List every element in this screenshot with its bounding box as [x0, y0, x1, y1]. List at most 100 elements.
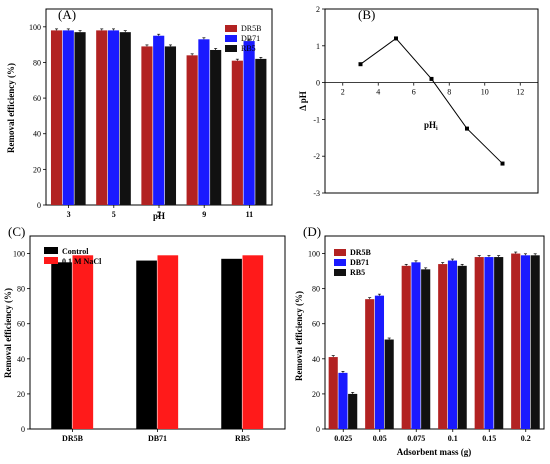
- x-tick-label: 0.025: [334, 434, 352, 443]
- panel-a-ylabel: Removal efficiency (%): [6, 63, 16, 153]
- y-tick-label: 20: [17, 390, 25, 399]
- bar-control-RB5: [221, 258, 242, 429]
- x-tick-label: 9: [202, 210, 206, 219]
- legend-label-dr5b: DR5B: [241, 24, 261, 33]
- x-tick-label: 0.1: [448, 434, 458, 443]
- x-tick-label: 7: [157, 210, 161, 219]
- bar-rb5-3: [74, 32, 86, 205]
- y-tick-label: -3: [313, 189, 320, 198]
- x-tick-label: 4: [376, 88, 380, 97]
- panel-d-label: (D): [303, 224, 321, 239]
- bar-dr5b-9: [186, 55, 198, 206]
- panel-d-xlabel: Adsorbent mass (g): [397, 447, 472, 457]
- panel-a-bars: [50, 28, 267, 206]
- bar-dr5b-0.1: [438, 264, 448, 429]
- panel-b-frame: [324, 8, 539, 194]
- x-tick-label: 0.15: [482, 434, 496, 443]
- bar-control-DB71: [136, 260, 157, 429]
- bar-rb5-0.15: [494, 257, 504, 429]
- y-tick-label: 60: [312, 320, 320, 329]
- panel-b-xlabel-sub: i: [436, 126, 438, 132]
- x-tick-label: 3: [67, 210, 71, 219]
- data-point: [429, 76, 434, 81]
- y-tick-label: 80: [33, 58, 41, 67]
- panel-c-xticks: DR5B DB71 RB5: [62, 429, 250, 443]
- bar-db71-5: [107, 30, 120, 205]
- legend-label-db71: DB71: [241, 34, 260, 43]
- y-tick-label: 80: [17, 285, 25, 294]
- bar-rb5-0.2: [530, 255, 540, 429]
- y-tick-label: -2: [313, 152, 320, 161]
- bar-db71-0.05: [374, 295, 385, 429]
- x-tick-label: 12: [516, 88, 524, 97]
- x-tick-label: 10: [481, 88, 489, 97]
- panel-a: (A) 0 20 40 60 80 100 3 5 7 9 11 pH Removal effic…: [6, 7, 273, 221]
- panel-c-yticks: 0 20 40 60 80 100: [13, 250, 30, 434]
- panel-d-bars: [328, 251, 540, 429]
- data-point: [394, 36, 398, 41]
- bar-rb5-7: [164, 46, 177, 205]
- bar-db71-0.2: [520, 255, 531, 429]
- y-tick-label: 20: [312, 390, 320, 399]
- x-tick-label: 0.2: [521, 434, 531, 443]
- x-tick-label: DB71: [148, 434, 167, 443]
- legend-label-dr5b: DR5B: [350, 248, 372, 257]
- x-tick-label: 2: [341, 88, 345, 97]
- legend-swatch-control: [44, 247, 58, 254]
- bar-rb5-0.025: [348, 393, 358, 429]
- bar-dr5b-0.075: [401, 265, 411, 429]
- bar-dr5b-11: [231, 60, 243, 205]
- y-tick-label: -1: [313, 115, 320, 124]
- y-tick-label: 100: [13, 250, 25, 259]
- bar-0-1-m-nacl-DR5B: [72, 255, 94, 429]
- panel-d-frame: [324, 235, 545, 430]
- legend-swatch-db71: [334, 259, 346, 266]
- bar-db71-7: [153, 35, 165, 206]
- legend-swatch-rb5: [225, 45, 237, 52]
- y-tick-label: 100: [29, 23, 41, 32]
- y-tick-label: 100: [308, 250, 320, 259]
- y-tick-label: 40: [17, 355, 25, 364]
- bar-rb5-9: [210, 49, 222, 206]
- legend-swatch-rb5: [334, 269, 346, 276]
- y-tick-label: 60: [17, 320, 25, 329]
- x-tick-label: 8: [447, 88, 451, 97]
- panel-a-yticks: 0 20 40 60 80 100: [29, 23, 46, 210]
- panel-c-legend: Control 0.1 M NaCl: [44, 247, 102, 266]
- panel-b-ylabel: Δ pH: [298, 91, 308, 110]
- bar-dr5b-7: [141, 46, 153, 205]
- y-tick-label: 1: [316, 42, 320, 51]
- y-tick-label: 2: [316, 5, 320, 14]
- panel-d-yticks: 0 20 40 60 80 100: [308, 250, 325, 434]
- bar-db71-3: [62, 30, 74, 205]
- series-line: [360, 37, 503, 164]
- bar-dr5b-3: [50, 30, 63, 205]
- y-tick-label: 80: [312, 285, 320, 294]
- x-tick-label: 11: [246, 210, 254, 219]
- x-tick-label: 6: [412, 88, 416, 97]
- bar-dr5b-0.15: [474, 257, 484, 429]
- bar-0-1-m-nacl-DB71: [157, 255, 179, 429]
- panel-c: (C) 0 20 40 60 80 100 DR5B DB71 RB5 Removal eff…: [3, 224, 286, 443]
- legend-label-rb5: RB5: [350, 268, 365, 277]
- y-tick-label: 0: [37, 201, 41, 210]
- y-tick-label: 20: [33, 165, 41, 174]
- legend-swatch-dr5b: [225, 25, 237, 32]
- x-tick-label: RB5: [235, 434, 250, 443]
- y-tick-label: 40: [312, 355, 320, 364]
- panel-c-bars: [51, 255, 264, 429]
- bar-rb5-5: [119, 32, 131, 205]
- panel-d-xticks: 0.025 0.05 0.075 0.1 0.15 0.2: [334, 429, 531, 443]
- y-tick-label: 60: [33, 94, 41, 103]
- panel-b-label: (B): [358, 7, 375, 22]
- panel-c-label: (C): [8, 224, 25, 239]
- bar-rb5-0.075: [421, 269, 431, 429]
- bar-rb5-0.1: [457, 265, 467, 429]
- bar-dr5b-5: [96, 30, 108, 205]
- x-tick-label: 0.075: [407, 434, 425, 443]
- panel-a-xticks: 3 5 7 9 11: [67, 205, 254, 219]
- legend-swatch-db71: [225, 35, 237, 42]
